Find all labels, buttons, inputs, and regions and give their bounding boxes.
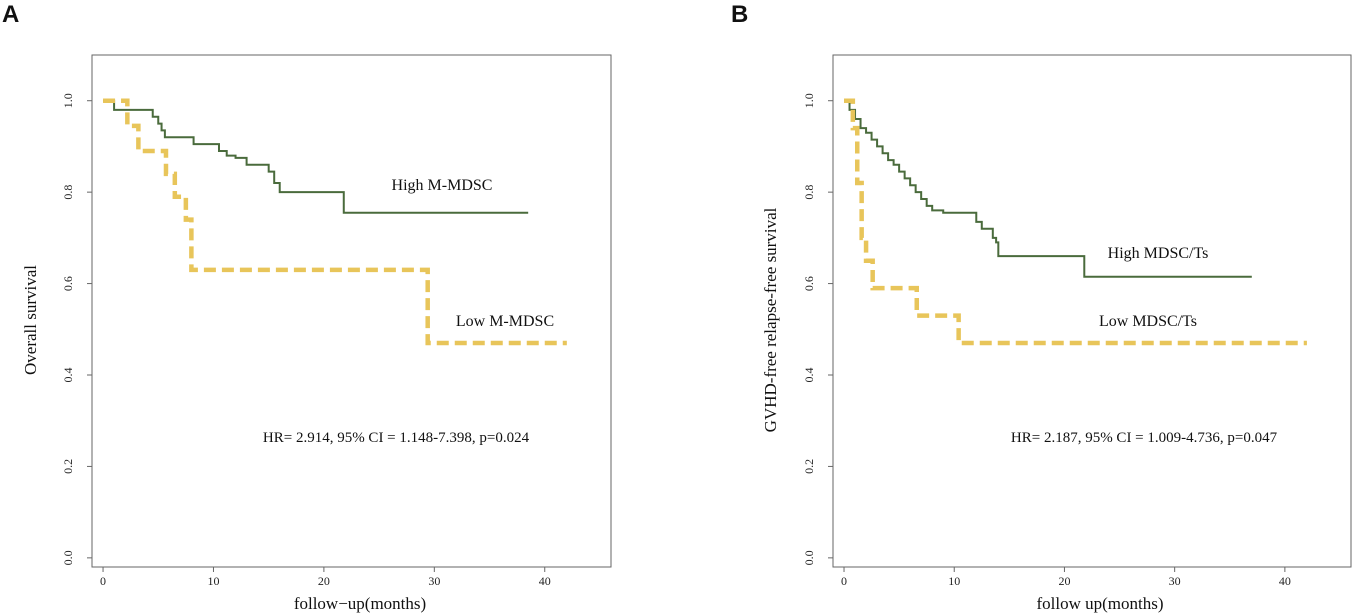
panel-b-low-series-label: Low MDSC/Ts	[1099, 313, 1197, 330]
panel-b-high-series-line	[844, 99, 1252, 278]
panel-b-low-series-line	[844, 98, 1307, 346]
panel-a-x-tick-label: 20	[318, 574, 330, 588]
panel-a-y-axis-title: Overall survival	[21, 265, 40, 375]
panel-b-y-tick-label: 1.0	[802, 93, 816, 108]
panel-a-label: A	[2, 1, 19, 28]
panel-b-x-tick-label: 10	[948, 574, 960, 588]
panel-b-x-tick-label: 40	[1279, 574, 1291, 588]
panel-b-high-series-label: High MDSC/Ts	[1108, 245, 1209, 262]
panel-b-label: B	[731, 1, 748, 28]
panel-b-plot-frame	[832, 54, 1352, 568]
panel-a-x-tick-label: 40	[539, 574, 551, 588]
panel-b-y-tick-label: 0.0	[802, 550, 816, 565]
panel-a-x-tick-label: 0	[100, 574, 106, 588]
panel-a-high-series-line	[103, 99, 529, 214]
panel-b-stats-annotation: HR= 2.187, 95% CI = 1.009-4.736, p=0.047	[1011, 430, 1278, 446]
panel-b-x-tick-label: 30	[1169, 574, 1181, 588]
panel-b-y-tick-label: 0.6	[802, 276, 816, 291]
panel-b-x-tick-label: 20	[1058, 574, 1070, 588]
panel-a-plot-frame	[91, 54, 612, 568]
panel-a-low-series-line	[103, 98, 567, 346]
panel-a-y-tick-label: 0.0	[61, 550, 75, 565]
panel-a-x-tick-label: 30	[428, 574, 440, 588]
panel-a-high-series-label: High M-MDSC	[392, 177, 493, 194]
panel-b-x-tick-label: 0	[841, 574, 847, 588]
panel-a-x-axis-title: follow−up(months)	[294, 594, 426, 613]
panel-a-y-tick-label: 0.8	[61, 185, 75, 200]
panel-b-chart: follow up(months) GVHD-free relapse-free…	[761, 54, 1352, 613]
panel-a-stats-annotation: HR= 2.914, 95% CI = 1.148-7.398, p=0.024	[263, 430, 530, 446]
panel-a-y-tick-label: 0.4	[61, 368, 75, 383]
panel-a-y-tick-label: 1.0	[61, 93, 75, 108]
panel-a-chart: follow−up(months) Overall survival High …	[21, 54, 612, 613]
panel-b-y-tick-label: 0.4	[802, 368, 816, 383]
panel-b-x-axis-title: follow up(months)	[1036, 594, 1163, 613]
panel-b-y-tick-label: 0.8	[802, 185, 816, 200]
panel-a-y-tick-label: 0.2	[61, 459, 75, 474]
panel-b-y-axis-title: GVHD-free relapse-free survival	[761, 207, 780, 432]
panel-a-y-tick-label: 0.6	[61, 276, 75, 291]
panel-a-x-tick-label: 10	[207, 574, 219, 588]
panel-b-y-tick-label: 0.2	[802, 459, 816, 474]
panel-a-low-series-label: Low M-MDSC	[456, 313, 554, 330]
